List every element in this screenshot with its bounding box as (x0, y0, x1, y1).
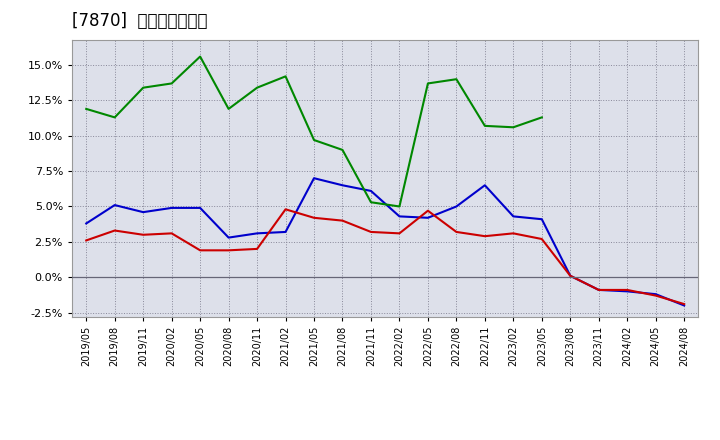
当期純利益 (623, 287, 631, 293)
営業CF (366, 200, 375, 205)
営業CF (452, 77, 461, 82)
経常利益 (452, 204, 461, 209)
経常利益 (282, 229, 290, 235)
営業CF (167, 81, 176, 86)
当期純利益 (423, 208, 432, 213)
営業CF (423, 81, 432, 86)
営業CF (196, 54, 204, 59)
当期純利益 (253, 246, 261, 252)
経常利益 (110, 202, 119, 208)
営業CF (537, 115, 546, 120)
経常利益 (167, 205, 176, 210)
当期純利益 (480, 234, 489, 239)
当期純利益 (366, 229, 375, 235)
経常利益 (566, 273, 575, 279)
経常利益 (82, 221, 91, 226)
当期純利益 (139, 232, 148, 238)
営業CF (82, 106, 91, 111)
経常利益 (310, 176, 318, 181)
営業CF (480, 123, 489, 128)
当期純利益 (225, 248, 233, 253)
経常利益 (652, 292, 660, 297)
当期純利益 (452, 229, 461, 235)
経常利益 (423, 215, 432, 220)
Text: [7870]  マージンの推移: [7870] マージンの推移 (72, 12, 207, 30)
経常利益 (595, 287, 603, 293)
Line: 営業CF: 営業CF (86, 57, 541, 206)
経常利益 (253, 231, 261, 236)
当期純利益 (395, 231, 404, 236)
経常利益 (196, 205, 204, 210)
営業CF (338, 147, 347, 153)
営業CF (253, 85, 261, 90)
当期純利益 (310, 215, 318, 220)
当期純利益 (509, 231, 518, 236)
経常利益 (537, 216, 546, 222)
当期純利益 (595, 287, 603, 293)
営業CF (509, 125, 518, 130)
当期純利益 (196, 248, 204, 253)
経常利益 (225, 235, 233, 240)
経常利益 (680, 303, 688, 308)
当期純利益 (82, 238, 91, 243)
当期純利益 (680, 301, 688, 307)
営業CF (395, 204, 404, 209)
経常利益 (366, 188, 375, 194)
当期純利益 (282, 207, 290, 212)
経常利益 (395, 214, 404, 219)
営業CF (225, 106, 233, 111)
当期純利益 (338, 218, 347, 223)
当期純利益 (652, 293, 660, 298)
Line: 経常利益: 経常利益 (86, 178, 684, 305)
営業CF (110, 115, 119, 120)
経常利益 (139, 209, 148, 215)
当期純利益 (566, 273, 575, 279)
経常利益 (623, 289, 631, 294)
当期純利益 (537, 236, 546, 242)
営業CF (139, 85, 148, 90)
経常利益 (509, 214, 518, 219)
営業CF (310, 137, 318, 143)
当期純利益 (110, 228, 119, 233)
経常利益 (480, 183, 489, 188)
当期純利益 (167, 231, 176, 236)
経常利益 (338, 183, 347, 188)
営業CF (282, 74, 290, 79)
Line: 当期純利益: 当期純利益 (86, 209, 684, 304)
